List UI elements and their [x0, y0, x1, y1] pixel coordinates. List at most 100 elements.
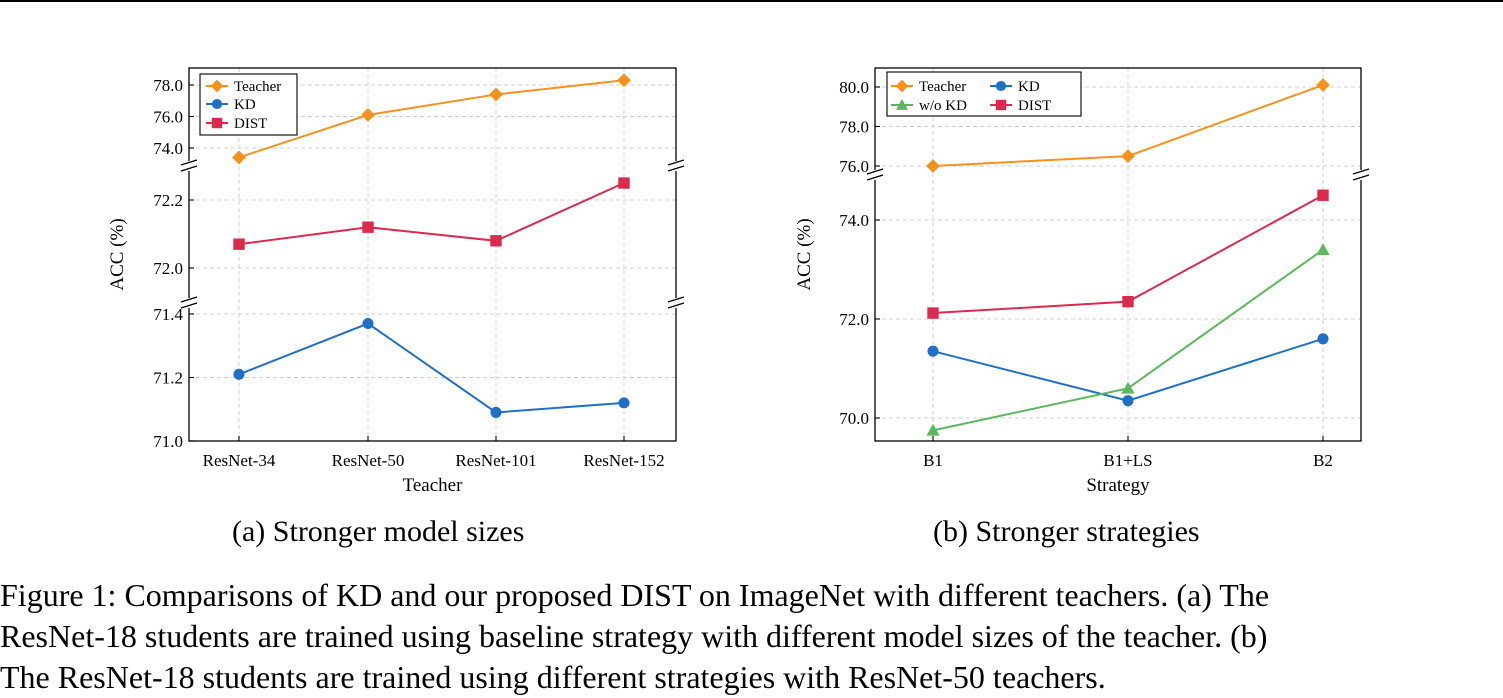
- series-teacher: [926, 78, 1330, 173]
- data-point-kd: [233, 368, 245, 380]
- data-point-dist: [618, 177, 630, 189]
- legend-label-dist: DIST: [234, 116, 267, 132]
- plot-frame: [188, 67, 677, 442]
- y-tick-label: 71.0: [153, 432, 183, 451]
- figure-caption: Figure 1: Comparisons of KD and our prop…: [0, 575, 1503, 698]
- top-rule: [0, 0, 1503, 2]
- data-point-teacher: [1316, 78, 1330, 92]
- y-tick-label: 80.0: [839, 78, 869, 97]
- legend-box: [886, 71, 1082, 117]
- data-point-teacher: [232, 150, 246, 165]
- data-point-w-o-kd: [1121, 381, 1135, 394]
- y-tick-label: 71.2: [153, 369, 183, 388]
- data-point-kd: [490, 406, 502, 418]
- data-point-teacher: [1121, 149, 1135, 164]
- plot-frame: [874, 67, 1362, 442]
- axis-break-mark: [180, 165, 198, 172]
- y-tick-label: 76.0: [153, 108, 183, 127]
- grid: [875, 68, 1361, 441]
- figure-caption-line-1: Figure 1: Comparisons of KD and our prop…: [0, 577, 1270, 613]
- data-point-dist: [1122, 295, 1134, 308]
- legend-label-teacher: Teacher: [234, 79, 281, 95]
- axis-break-mark: [180, 302, 198, 309]
- axis-break-mark: [667, 159, 685, 166]
- data-point-kd: [618, 397, 630, 409]
- series-line-kd: [238, 322, 625, 414]
- x-tick-label: B1: [923, 451, 943, 470]
- data-point-teacher: [926, 159, 940, 173]
- axis-break-gap: [669, 298, 683, 308]
- y-tick-label: 72.0: [153, 259, 183, 278]
- series-kd: [927, 333, 1329, 407]
- axis-break-mark: [667, 296, 685, 303]
- data-point-dist: [233, 238, 245, 250]
- y-tick-label: 78.0: [153, 76, 183, 95]
- x-tick-label: ResNet-101: [455, 451, 536, 470]
- x-tick-label: B2: [1313, 451, 1333, 470]
- legend: Teacher KD DIST: [199, 73, 298, 136]
- legend-label-dist: DIST: [1018, 98, 1051, 114]
- y-tick-label: 70.0: [839, 409, 869, 428]
- legend-marker-w-o-kd: [895, 98, 909, 110]
- data-point-w-o-kd: [926, 423, 940, 436]
- subcaption-b: (b) Stronger strategies: [933, 515, 1200, 548]
- x-tick-label: ResNet-34: [203, 451, 276, 470]
- axis-break-gap: [868, 170, 882, 180]
- legend-label-w-o-kd: w/o KD: [919, 98, 967, 114]
- axis-break-gap: [1354, 170, 1368, 180]
- data-point-kd: [1122, 395, 1134, 407]
- axis-break-gap: [182, 161, 196, 171]
- legend-marker-kd: [211, 98, 223, 110]
- axis-break-gap: [182, 298, 196, 308]
- legend-label-kd: KD: [1018, 79, 1040, 95]
- axis-break-mark: [866, 168, 884, 175]
- y-tick-label: 74.0: [153, 139, 183, 158]
- chart-model-sizes: 74.0 76.0 78.0 72.0 72.2 71.0 71.2 71.4 ResNet-3…: [107, 67, 685, 496]
- y-tick-label: 72.0: [839, 310, 869, 329]
- series-w-o-kd: [926, 243, 1330, 436]
- subcaption-a: (a) Stronger model sizes: [232, 515, 525, 548]
- data-point-dist: [490, 235, 502, 247]
- axis-break-mark: [667, 302, 685, 309]
- series-line-dist: [238, 182, 625, 246]
- data-point-teacher: [361, 108, 375, 122]
- series-line-teacher: [238, 79, 625, 159]
- legend-marker-dist: [995, 99, 1007, 111]
- legend-label-teacher: Teacher: [919, 79, 966, 95]
- x-tick-label: ResNet-50: [332, 451, 405, 470]
- x-tick-label: B1+LS: [1103, 451, 1152, 470]
- data-point-kd: [1317, 333, 1329, 345]
- legend-marker-dist: [211, 117, 223, 129]
- axis-break-mark: [180, 296, 198, 303]
- y-tick-label: 76.0: [839, 157, 869, 176]
- axis-break-mark: [866, 174, 884, 181]
- series-teacher: [232, 73, 631, 165]
- axis-break-mark: [180, 159, 198, 166]
- axis-break-mark: [1352, 174, 1370, 181]
- chart-strategies: 76.0 78.0 80.0 70.0 72.0 74.0 B1 B1+LS B2 Strateg…: [794, 67, 1370, 496]
- data-point-dist: [362, 221, 374, 233]
- legend-marker-kd: [995, 80, 1007, 92]
- legend: Teacher KD w/o KD DIST: [886, 71, 1082, 117]
- legend-label-kd: KD: [234, 97, 256, 113]
- data-point-kd: [927, 345, 939, 357]
- data-point-kd: [362, 318, 374, 330]
- y-tick-label: 72.2: [153, 191, 183, 210]
- axis-break-gap: [669, 161, 683, 171]
- y-axis-label: ACC (%): [794, 218, 815, 290]
- figure-caption-line-2: ResNet-18 students are trained using bas…: [0, 618, 1268, 654]
- series-dist: [927, 189, 1329, 319]
- data-point-teacher: [489, 87, 503, 102]
- series-kd: [233, 318, 630, 418]
- x-axis-label: Strategy: [1086, 475, 1150, 496]
- x-tick-label: ResNet-152: [583, 451, 664, 470]
- data-point-teacher: [617, 73, 631, 88]
- y-axis-label: ACC (%): [107, 218, 128, 290]
- data-point-dist: [1317, 189, 1329, 201]
- axis-break-mark: [1352, 168, 1370, 175]
- series-dist: [233, 177, 630, 250]
- legend-marker-teacher: [895, 79, 909, 93]
- axis-break-mark: [667, 165, 685, 172]
- y-tick-label: 74.0: [839, 211, 869, 230]
- y-tick-label: 78.0: [839, 118, 869, 137]
